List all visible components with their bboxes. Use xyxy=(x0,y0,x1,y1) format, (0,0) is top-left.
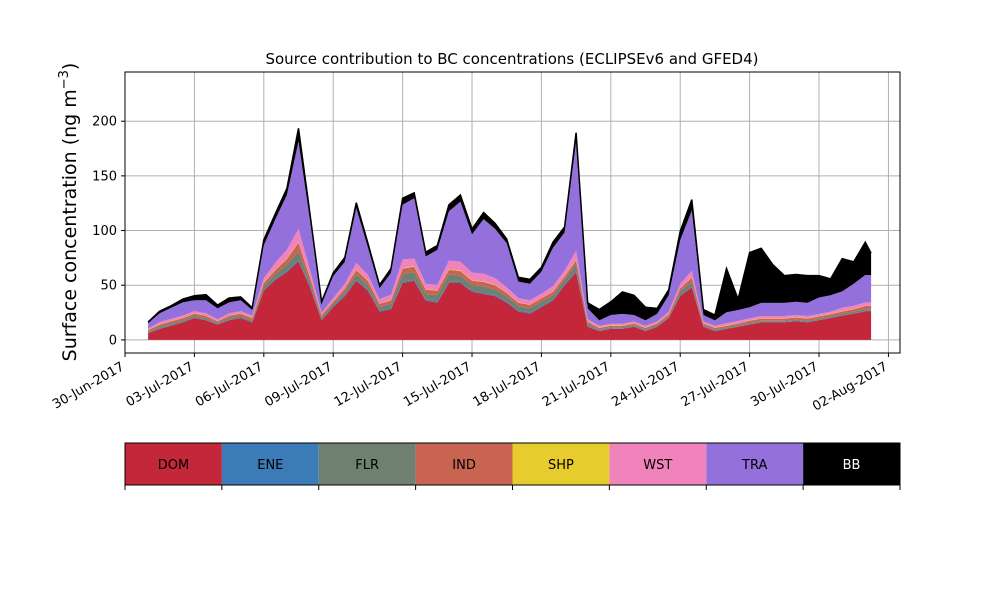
legend-label-tra: TRA xyxy=(741,458,767,473)
legend-swatch-wst xyxy=(609,443,707,485)
legend-label-ind: IND xyxy=(452,458,476,473)
legend-swatch-dom xyxy=(125,443,222,485)
y-axis-label-main: Surface concentration (ng m xyxy=(59,89,81,361)
plot-frame xyxy=(124,71,901,354)
y-tick-label: 150 xyxy=(92,169,117,184)
legend-label-dom: DOM xyxy=(158,458,189,473)
y-tick-label: 50 xyxy=(100,279,117,294)
legend-label-wst: WST xyxy=(643,458,672,473)
area-wst xyxy=(148,228,872,330)
y-axis-label-superscript: −3 xyxy=(57,70,72,89)
legend-label-shp: SHP xyxy=(548,458,574,473)
y-axis-label: Surface concentration (ng m−3) xyxy=(57,63,81,362)
legend-swatch-ind xyxy=(415,443,513,485)
legend-swatch-bb xyxy=(803,443,900,485)
area-tra xyxy=(148,141,872,329)
y-tick-label: 0 xyxy=(109,333,117,348)
legend-swatch-ene xyxy=(221,443,319,485)
total-outline xyxy=(147,128,872,323)
area-dom xyxy=(148,261,872,340)
y-axis-ticks: 0 50 100 150 200 xyxy=(92,115,125,348)
y-tick-label: 100 xyxy=(92,224,117,239)
chart-title: Source contribution to BC concentrations… xyxy=(265,50,758,68)
legend-label-ene: ENE xyxy=(257,458,283,473)
y-axis-label-close: ) xyxy=(59,63,81,70)
legend-swatch-tra xyxy=(706,443,804,485)
y-tick-label: 200 xyxy=(92,115,117,130)
legend-swatch-shp xyxy=(512,443,610,485)
legend-swatch-flr xyxy=(318,443,416,485)
legend-label-bb: BB xyxy=(843,458,861,473)
legend-label-flr: FLR xyxy=(355,458,379,473)
legend-colorbar: DOM ENE FLR IND SHP WST TRA BB xyxy=(124,442,901,490)
